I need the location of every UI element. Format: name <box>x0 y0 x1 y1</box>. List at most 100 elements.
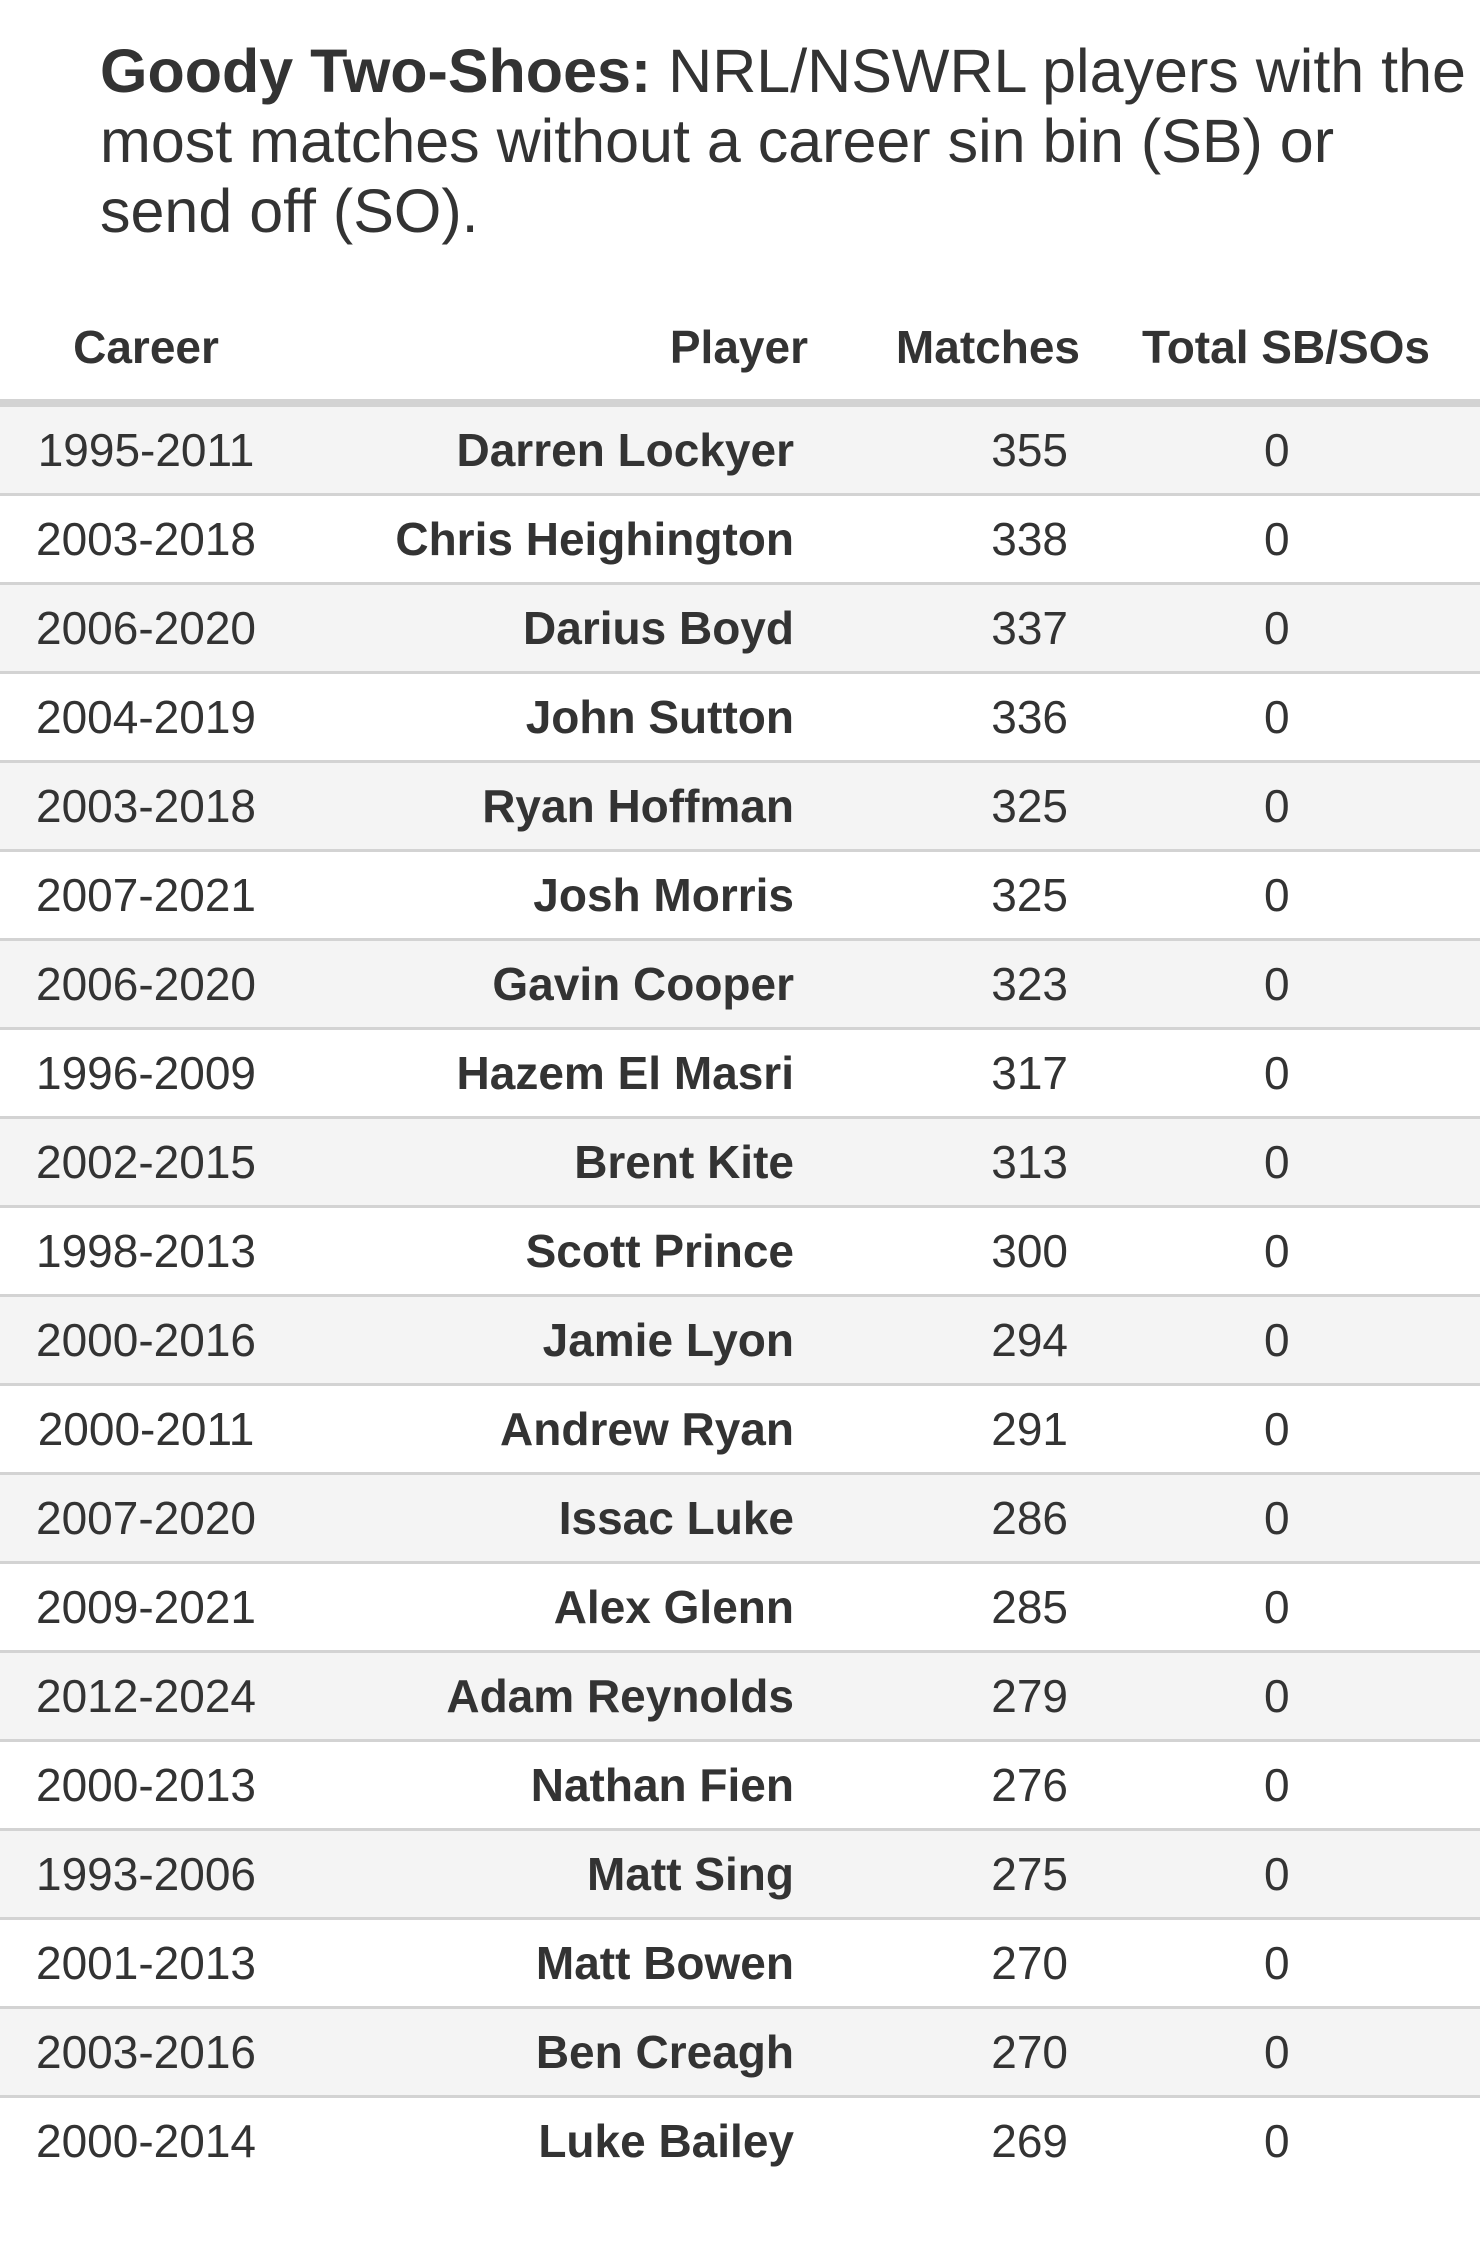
matches-cell: 323 <box>808 939 1080 1030</box>
total-sb-so-cell: 0 <box>1080 1384 1480 1475</box>
matches-cell: 286 <box>808 1473 1080 1564</box>
total-sb-so-cell: 0 <box>1080 583 1480 674</box>
chart-title-rest: NRL/NSWRL players with the most matches … <box>100 37 1466 245</box>
player-cell: John Sutton <box>292 672 808 763</box>
total-sb-so-cell: 0 <box>1080 1829 1480 1920</box>
table-row: 2000-2013 Nathan Fien 276 0 <box>0 1740 1480 1831</box>
table-header: Career Player Matches Total SB/SOs <box>0 295 1480 407</box>
player-cell: Nathan Fien <box>292 1740 808 1831</box>
career-cell: 2000-2013 <box>0 1740 292 1831</box>
player-cell: Adam Reynolds <box>292 1651 808 1742</box>
career-cell: 2004-2019 <box>0 672 292 763</box>
table-row: 2006-2020 Gavin Cooper 323 0 <box>0 939 1480 1030</box>
player-cell: Scott Prince <box>292 1206 808 1297</box>
matches-cell: 279 <box>808 1651 1080 1742</box>
career-cell: 2001-2013 <box>0 1918 292 2009</box>
table-row: 2003-2018 Ryan Hoffman 325 0 <box>0 761 1480 852</box>
table-row: 1993-2006 Matt Sing 275 0 <box>0 1829 1480 1920</box>
table-row: 2007-2020 Issac Luke 286 0 <box>0 1473 1480 1564</box>
table-row: 2003-2018 Chris Heighington 338 0 <box>0 494 1480 585</box>
career-cell: 2006-2020 <box>0 583 292 674</box>
player-cell: Gavin Cooper <box>292 939 808 1030</box>
player-cell: Alex Glenn <box>292 1562 808 1653</box>
career-cell: 2000-2016 <box>0 1295 292 1386</box>
total-sb-so-cell: 0 <box>1080 672 1480 763</box>
career-cell: 2003-2018 <box>0 761 292 852</box>
matches-cell: 325 <box>808 850 1080 941</box>
career-cell: 1998-2013 <box>0 1206 292 1297</box>
career-cell: 2009-2021 <box>0 1562 292 1653</box>
player-cell: Darren Lockyer <box>292 403 808 496</box>
player-cell: Chris Heighington <box>292 494 808 585</box>
players-table: Career Player Matches Total SB/SOs 1995-… <box>0 295 1480 2184</box>
column-header-total: Total SB/SOs <box>1080 295 1480 407</box>
player-cell: Brent Kite <box>292 1117 808 1208</box>
matches-cell: 355 <box>808 403 1080 496</box>
total-sb-so-cell: 0 <box>1080 850 1480 941</box>
total-sb-so-cell: 0 <box>1080 2007 1480 2098</box>
table-row: 2007-2021 Josh Morris 325 0 <box>0 850 1480 941</box>
matches-cell: 270 <box>808 1918 1080 2009</box>
player-cell: Ben Creagh <box>292 2007 808 2098</box>
total-sb-so-cell: 0 <box>1080 1206 1480 1297</box>
career-cell: 2007-2021 <box>0 850 292 941</box>
table-row: 2009-2021 Alex Glenn 285 0 <box>0 1562 1480 1653</box>
total-sb-so-cell: 0 <box>1080 939 1480 1030</box>
table-row: 2001-2013 Matt Bowen 270 0 <box>0 1918 1480 2009</box>
total-sb-so-cell: 0 <box>1080 1740 1480 1831</box>
table-row: 2000-2014 Luke Bailey 269 0 <box>0 2096 1480 2184</box>
table-row: 2000-2016 Jamie Lyon 294 0 <box>0 1295 1480 1386</box>
matches-cell: 337 <box>808 583 1080 674</box>
matches-cell: 294 <box>808 1295 1080 1386</box>
career-cell: 1993-2006 <box>0 1829 292 1920</box>
career-cell: 1995-2011 <box>0 403 292 496</box>
column-header-matches: Matches <box>808 295 1080 407</box>
player-cell: Darius Boyd <box>292 583 808 674</box>
chart-title-bold: Goody Two-Shoes: <box>100 37 652 105</box>
table-row: 1995-2011 Darren Lockyer 355 0 <box>0 403 1480 496</box>
matches-cell: 336 <box>808 672 1080 763</box>
player-cell: Andrew Ryan <box>292 1384 808 1475</box>
player-cell: Josh Morris <box>292 850 808 941</box>
total-sb-so-cell: 0 <box>1080 1918 1480 2009</box>
matches-cell: 300 <box>808 1206 1080 1297</box>
matches-cell: 291 <box>808 1384 1080 1475</box>
table-body: 1995-2011 Darren Lockyer 355 0 2003-2018 Chri… <box>0 403 1480 2184</box>
total-sb-so-cell: 0 <box>1080 494 1480 585</box>
matches-cell: 313 <box>808 1117 1080 1208</box>
career-cell: 2003-2018 <box>0 494 292 585</box>
career-cell: 2003-2016 <box>0 2007 292 2098</box>
career-cell: 2000-2014 <box>0 2096 292 2184</box>
table-row: 2004-2019 John Sutton 336 0 <box>0 672 1480 763</box>
total-sb-so-cell: 0 <box>1080 1028 1480 1119</box>
table-row: 2012-2024 Adam Reynolds 279 0 <box>0 1651 1480 1742</box>
chart-title: Goody Two-Shoes: NRL/NSWRL players with … <box>100 36 1470 246</box>
total-sb-so-cell: 0 <box>1080 1562 1480 1653</box>
column-header-player: Player <box>292 295 808 407</box>
player-cell: Issac Luke <box>292 1473 808 1564</box>
player-cell: Ryan Hoffman <box>292 761 808 852</box>
total-sb-so-cell: 0 <box>1080 1295 1480 1386</box>
matches-cell: 275 <box>808 1829 1080 1920</box>
total-sb-so-cell: 0 <box>1080 1473 1480 1564</box>
career-cell: 2006-2020 <box>0 939 292 1030</box>
table-row: 2002-2015 Brent Kite 313 0 <box>0 1117 1480 1208</box>
matches-cell: 317 <box>808 1028 1080 1119</box>
table-row: 1998-2013 Scott Prince 300 0 <box>0 1206 1480 1297</box>
matches-cell: 276 <box>808 1740 1080 1831</box>
matches-cell: 285 <box>808 1562 1080 1653</box>
career-cell: 2007-2020 <box>0 1473 292 1564</box>
career-cell: 2000-2011 <box>0 1384 292 1475</box>
total-sb-so-cell: 0 <box>1080 2096 1480 2184</box>
career-cell: 1996-2009 <box>0 1028 292 1119</box>
total-sb-so-cell: 0 <box>1080 1117 1480 1208</box>
matches-cell: 270 <box>808 2007 1080 2098</box>
player-cell: Matt Sing <box>292 1829 808 1920</box>
player-cell: Luke Bailey <box>292 2096 808 2184</box>
total-sb-so-cell: 0 <box>1080 403 1480 496</box>
total-sb-so-cell: 0 <box>1080 1651 1480 1742</box>
matches-cell: 338 <box>808 494 1080 585</box>
header-row: Career Player Matches Total SB/SOs <box>0 295 1480 407</box>
player-cell: Matt Bowen <box>292 1918 808 2009</box>
career-cell: 2012-2024 <box>0 1651 292 1742</box>
